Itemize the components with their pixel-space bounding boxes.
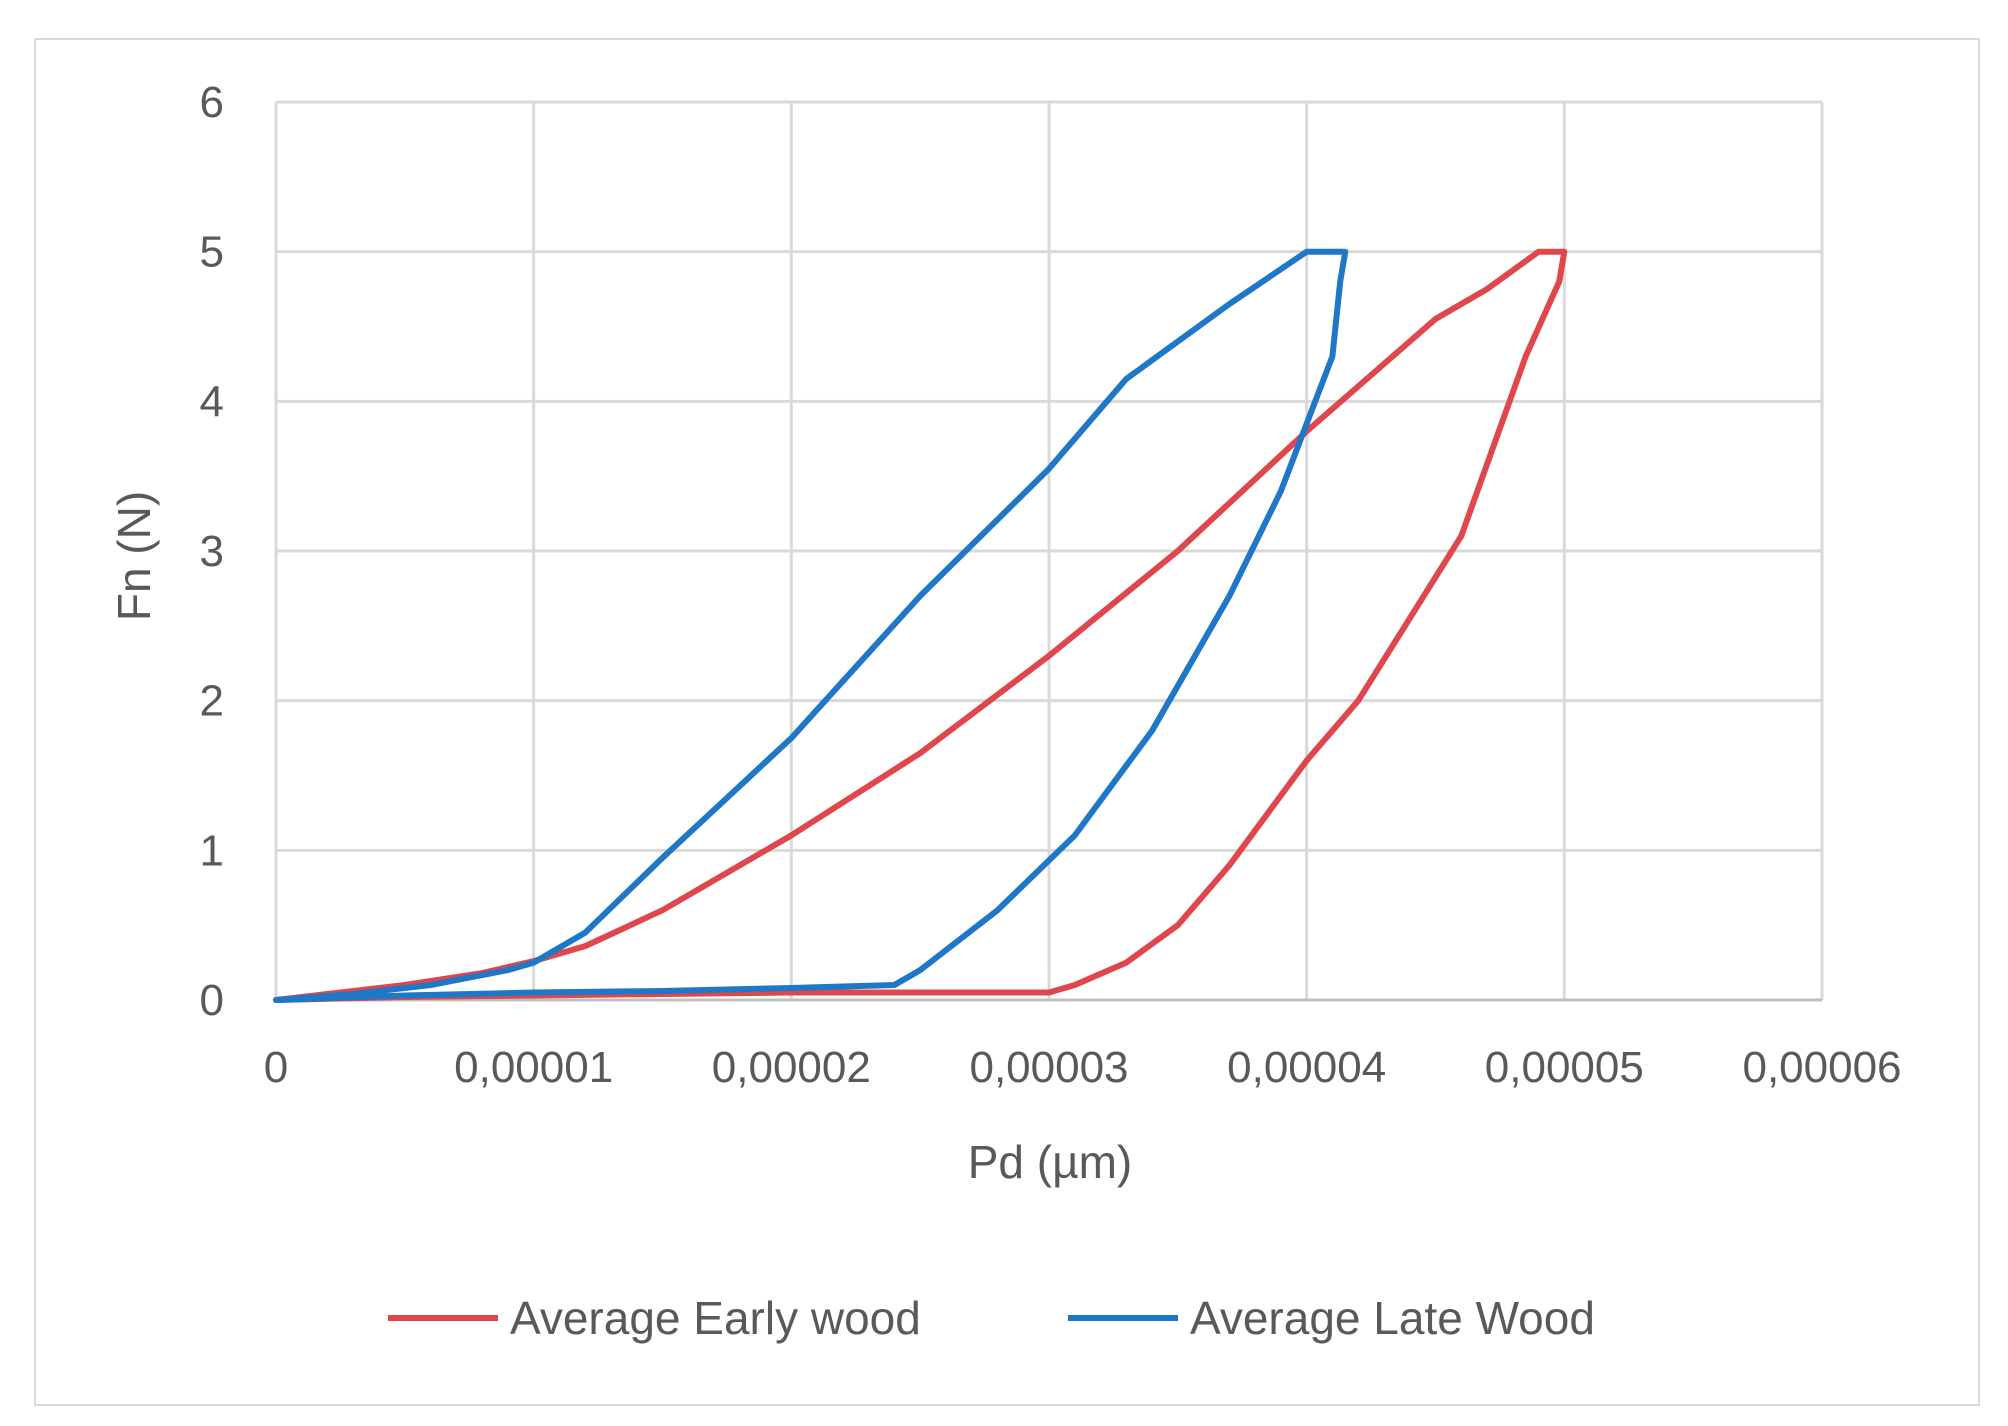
y-tick-label: 4: [200, 377, 224, 426]
series-line-late-wood: [273, 248, 1349, 1003]
y-axis-title: Fn (N): [108, 491, 160, 621]
x-tick-label: 0,00001: [454, 1043, 613, 1092]
series-line-early-wood: [273, 248, 1568, 1003]
legend-label: Average Early wood: [510, 1292, 921, 1344]
tick-labels: 0 0,00001 0,00002 0,00003 0,00004 0,00005 0,00…: [200, 78, 1902, 1092]
y-tick-label: 0: [200, 976, 224, 1025]
x-axis-title: Pd (µm): [968, 1136, 1133, 1188]
y-tick-label: 6: [200, 78, 224, 127]
y-tick-label: 2: [200, 677, 224, 726]
x-tick-label: 0,00005: [1485, 1043, 1644, 1092]
x-tick-label: 0: [264, 1043, 288, 1092]
y-tick-label: 5: [200, 228, 224, 277]
chart-frame: [34, 38, 1980, 1406]
legend: Average Early wood Average Late Wood: [388, 1292, 1595, 1344]
grid-lines: [274, 100, 1824, 1000]
legend-label: Average Late Wood: [1190, 1292, 1595, 1344]
x-tick-label: 0,00006: [1742, 1043, 1901, 1092]
y-tick-label: 3: [200, 527, 224, 576]
data-series: [273, 248, 1568, 1003]
x-tick-label: 0,00003: [969, 1043, 1128, 1092]
y-tick-label: 1: [200, 826, 224, 875]
x-tick-label: 0,00004: [1227, 1043, 1386, 1092]
x-tick-label: 0,00002: [712, 1043, 871, 1092]
